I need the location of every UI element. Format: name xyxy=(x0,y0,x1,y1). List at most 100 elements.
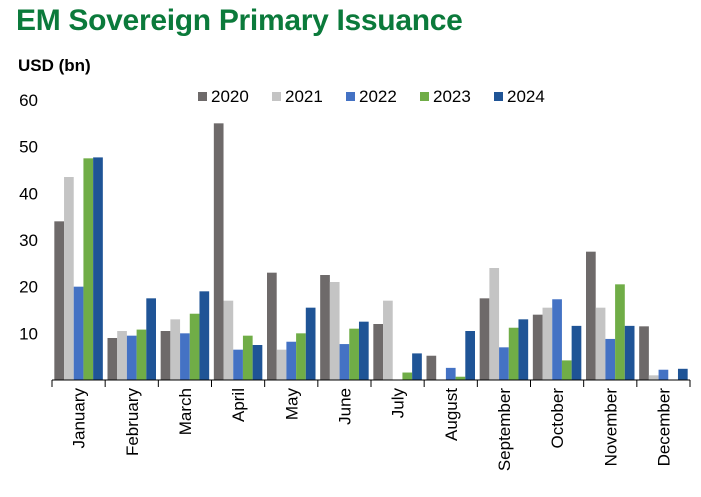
bar-2021-july xyxy=(383,300,393,380)
bar-2022-april xyxy=(233,349,243,380)
bar-2023-april xyxy=(242,335,253,380)
bar-2024-april xyxy=(252,345,263,380)
bar-2020-september xyxy=(479,298,490,380)
bar-2024-march xyxy=(199,291,210,380)
bar-group-april xyxy=(213,123,263,380)
y-tick-label: 30 xyxy=(19,231,38,250)
legend-label: 2020 xyxy=(211,87,249,106)
chart-title: EM Sovereign Primary Issuance xyxy=(16,4,463,37)
bar-2020-november xyxy=(586,251,596,380)
bar-2020-march xyxy=(160,331,171,380)
y-tick-label: 60 xyxy=(19,91,38,110)
x-tick-label: May xyxy=(282,388,301,421)
bar-group-january xyxy=(54,157,103,380)
bar-group-december xyxy=(639,326,688,380)
bar-2021-october xyxy=(542,307,553,380)
bar-group-october xyxy=(532,299,582,380)
bar-2022-january xyxy=(73,286,84,380)
legend-swatch xyxy=(198,92,207,101)
bar-2020-october xyxy=(532,314,543,380)
legend-swatch xyxy=(494,92,503,101)
bar-2021-december xyxy=(648,375,659,380)
x-tick-label: June xyxy=(335,388,354,425)
y-tick-label: 20 xyxy=(19,278,38,297)
bar-2023-july xyxy=(402,372,413,380)
legend-swatch xyxy=(346,92,355,101)
legend-item-2022: 2022 xyxy=(346,87,397,106)
bar-2021-february xyxy=(117,331,127,380)
x-tick-label: April xyxy=(229,388,248,422)
bar-group-may xyxy=(267,272,316,380)
bar-2024-december xyxy=(677,368,688,380)
bars xyxy=(54,123,688,380)
legend-item-2024: 2024 xyxy=(494,87,545,106)
bar-2024-july xyxy=(412,353,422,380)
bar-group-august xyxy=(426,331,475,380)
bar-group-july xyxy=(373,300,422,380)
bar-2021-june xyxy=(329,282,340,380)
bar-2021-november xyxy=(595,307,606,380)
bar-group-march xyxy=(160,291,210,380)
bar-2024-august xyxy=(465,331,475,380)
bar-2024-october xyxy=(571,325,582,380)
bar-2023-january xyxy=(83,158,94,380)
bar-2022-august xyxy=(445,367,456,380)
bar-2020-august xyxy=(426,355,437,380)
bar-group-september xyxy=(479,268,529,380)
y-tick-label: 40 xyxy=(19,184,38,203)
legend-swatch xyxy=(420,92,429,101)
bar-2023-october xyxy=(561,360,572,380)
bar-2022-october xyxy=(552,299,562,380)
x-tick-label: February xyxy=(123,388,142,457)
bar-2022-september xyxy=(499,347,509,380)
y-tick-label: 50 xyxy=(19,138,38,157)
bar-2021-january xyxy=(64,177,74,380)
bar-2021-september xyxy=(489,268,500,380)
bar-2024-may xyxy=(305,307,316,380)
bar-2023-march xyxy=(189,313,200,380)
legend-item-2023: 2023 xyxy=(420,87,471,106)
legend-item-2020: 2020 xyxy=(198,87,249,106)
bar-2022-may xyxy=(286,341,297,380)
y-tick-label: 10 xyxy=(19,324,38,343)
legend-swatch xyxy=(272,92,281,101)
bar-2020-january xyxy=(54,221,65,380)
bar-2020-july xyxy=(373,324,384,380)
legend-label: 2024 xyxy=(507,87,545,106)
legend-label: 2023 xyxy=(433,87,471,106)
bar-2020-february xyxy=(107,338,118,380)
bar-2023-june xyxy=(349,328,359,380)
x-tick-label: January xyxy=(70,388,89,449)
y-axis: 10 20 30 40 50 60 xyxy=(19,91,38,343)
bar-2024-september xyxy=(518,319,529,380)
x-tick-label: October xyxy=(548,388,567,449)
bar-2023-february xyxy=(136,329,147,380)
bar-2023-september xyxy=(508,327,519,380)
bar-2020-april xyxy=(213,123,224,380)
x-tick-label: August xyxy=(442,388,461,441)
x-tick-label: July xyxy=(389,388,408,419)
bar-2020-may xyxy=(267,272,277,380)
x-tick-label: November xyxy=(601,388,620,467)
bar-2021-may xyxy=(276,349,287,380)
x-tick-label: December xyxy=(654,388,673,467)
bar-2022-december xyxy=(658,369,669,380)
bar-2021-april xyxy=(223,300,234,380)
bar-2020-june xyxy=(320,275,330,380)
x-tick-label: March xyxy=(176,388,195,435)
legend-label: 2021 xyxy=(285,87,323,106)
bar-2020-december xyxy=(639,326,649,380)
bar-2022-november xyxy=(605,338,616,380)
legend-item-2021: 2021 xyxy=(272,87,323,106)
bar-group-february xyxy=(107,298,156,380)
bar-2023-august xyxy=(455,376,466,380)
bar-2023-november xyxy=(615,284,625,380)
x-tick-label: September xyxy=(495,388,514,471)
bar-2024-november xyxy=(624,325,635,380)
legend-label: 2022 xyxy=(359,87,397,106)
bar-2022-february xyxy=(126,335,137,380)
bar-2024-january xyxy=(93,157,103,380)
y-axis-unit-label: USD (bn) xyxy=(18,56,91,75)
bar-2023-may xyxy=(296,333,306,380)
